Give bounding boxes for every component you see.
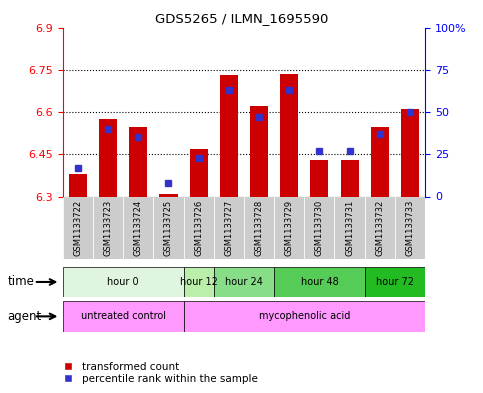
Text: GSM1133724: GSM1133724: [134, 200, 143, 256]
Text: GSM1133722: GSM1133722: [73, 200, 83, 256]
Text: time: time: [7, 275, 34, 288]
Bar: [189, 149, 208, 196]
Text: mycophenolic acid: mycophenolic acid: [258, 311, 350, 321]
Bar: [184, 267, 213, 297]
Bar: [274, 267, 365, 297]
Bar: [365, 196, 395, 259]
Text: GSM1133730: GSM1133730: [315, 200, 324, 256]
Text: GSM1133726: GSM1133726: [194, 200, 203, 256]
Bar: [334, 196, 365, 259]
Bar: [311, 160, 328, 196]
Bar: [213, 267, 274, 297]
Bar: [280, 74, 298, 196]
Text: GDS5265 / ILMN_1695590: GDS5265 / ILMN_1695590: [155, 12, 328, 25]
Bar: [129, 127, 147, 196]
Bar: [63, 196, 93, 259]
Text: hour 0: hour 0: [107, 277, 139, 287]
Bar: [123, 196, 154, 259]
Bar: [159, 194, 178, 196]
Text: GSM1133729: GSM1133729: [284, 200, 294, 256]
Bar: [274, 196, 304, 259]
Bar: [184, 301, 425, 332]
Bar: [304, 196, 334, 259]
Bar: [63, 301, 184, 332]
Bar: [93, 196, 123, 259]
Text: GSM1133732: GSM1133732: [375, 200, 384, 256]
Bar: [220, 75, 238, 196]
Bar: [213, 196, 244, 259]
Text: GSM1133731: GSM1133731: [345, 200, 354, 256]
Bar: [365, 267, 425, 297]
Bar: [154, 196, 184, 259]
Bar: [69, 174, 87, 196]
Bar: [395, 196, 425, 259]
Bar: [401, 109, 419, 196]
Text: hour 12: hour 12: [180, 277, 217, 287]
Text: agent: agent: [7, 310, 42, 323]
Text: untreated control: untreated control: [81, 311, 166, 321]
Text: hour 72: hour 72: [376, 277, 414, 287]
Text: GSM1133723: GSM1133723: [103, 200, 113, 256]
Bar: [341, 160, 358, 196]
Text: hour 48: hour 48: [300, 277, 338, 287]
Legend: transformed count, percentile rank within the sample: transformed count, percentile rank withi…: [54, 357, 262, 388]
Text: GSM1133728: GSM1133728: [255, 200, 264, 256]
Bar: [184, 196, 213, 259]
Text: GSM1133727: GSM1133727: [224, 200, 233, 256]
Bar: [250, 107, 268, 196]
Text: hour 24: hour 24: [225, 277, 263, 287]
Text: GSM1133733: GSM1133733: [405, 200, 414, 256]
Bar: [99, 119, 117, 196]
Bar: [371, 127, 389, 196]
Bar: [244, 196, 274, 259]
Text: GSM1133725: GSM1133725: [164, 200, 173, 256]
Bar: [63, 267, 184, 297]
